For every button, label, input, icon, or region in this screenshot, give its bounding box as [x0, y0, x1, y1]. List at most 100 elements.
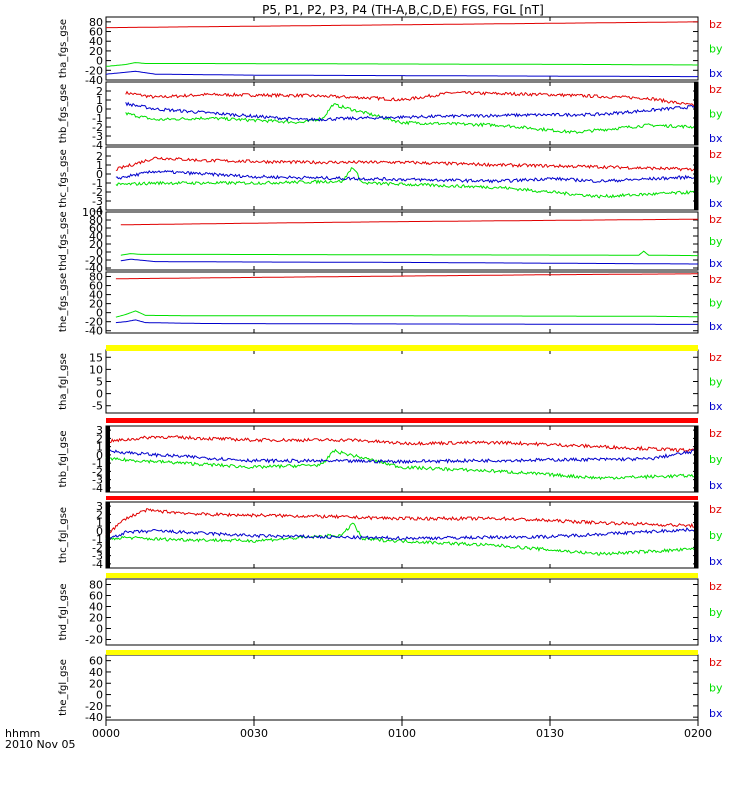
legend-bx: bx: [709, 67, 723, 80]
figure-title: P5, P1, P2, P3, P4 (TH-A,B,C,D,E) FGS, F…: [262, 3, 544, 17]
y-tick-label: -4: [92, 204, 103, 217]
y-tick-label: 0: [96, 449, 103, 462]
time-axis: hhmm 2010 Nov 05 0000 0030 0100 0130 0200: [5, 720, 712, 751]
y-tick-label: 80: [89, 579, 103, 592]
legend-bx: bx: [709, 320, 723, 333]
y-axis-label: the_fgl_gse: [58, 659, 69, 716]
y-tick-label: -4: [92, 482, 103, 495]
y-tick-label: -3: [92, 195, 103, 208]
y-tick-label: 15: [89, 351, 103, 364]
legend-by: by: [709, 297, 723, 310]
series-bx: [105, 448, 699, 465]
y-tick-label: -3: [92, 474, 103, 487]
panel-thc_fgs_gse: 210-1-2-3-4 thc_fgs_gse bz by bx: [58, 146, 723, 217]
y-tick-label: 40: [89, 666, 103, 679]
flag-bar: [106, 496, 698, 500]
y-tick-label: 1: [96, 159, 103, 172]
x-tick-label: 0100: [388, 727, 416, 740]
y-tick-label: -20: [85, 634, 103, 647]
y-tick-label: 5: [96, 376, 103, 389]
x-tick-label: 0030: [240, 727, 268, 740]
series-by: [115, 310, 698, 318]
y-tick-label: 20: [89, 677, 103, 690]
legend-bz: bz: [709, 148, 722, 161]
y-tick-label: -1: [92, 112, 103, 125]
y-tick-label: -1: [92, 177, 103, 190]
time-axis-label: hhmm: [5, 727, 40, 740]
y-tick-label: -3: [92, 550, 103, 563]
series-bz: [115, 156, 699, 172]
legend-by: by: [709, 453, 723, 466]
y-tick-label: 2: [96, 508, 103, 521]
y-tick-label: -20: [85, 254, 103, 267]
series-by: [105, 62, 698, 67]
y-tick-label: -20: [85, 700, 103, 713]
time-axis-date: 2010 Nov 05: [5, 738, 75, 751]
legend-bz: bz: [709, 213, 722, 226]
legend-bz: bz: [709, 18, 722, 31]
series-bx: [115, 319, 698, 325]
y-tick-label: 0: [96, 168, 103, 181]
y-tick-label: 40: [89, 289, 103, 302]
y-tick-label: 20: [89, 298, 103, 311]
y-tick-label: -2: [92, 465, 103, 478]
flag-bar: [106, 418, 698, 423]
y-tick-label: 80: [89, 214, 103, 227]
y-tick-label: 100: [82, 206, 103, 219]
flag-bar: [106, 650, 698, 655]
y-axis-label: thd_fgs_gse: [58, 211, 69, 270]
x-tick-label: 0200: [684, 727, 712, 740]
y-tick-label: 20: [89, 238, 103, 251]
y-tick-label: 60: [89, 280, 103, 293]
legend-bz: bz: [709, 427, 722, 440]
legend-by: by: [709, 108, 723, 121]
y-tick-label: -2: [92, 186, 103, 199]
legend-bz: bz: [709, 580, 722, 593]
y-axis-label: thd_fgl_gse: [58, 584, 69, 641]
y-tick-label: 1: [96, 94, 103, 107]
legend-bx: bx: [709, 479, 723, 492]
flag-bar: [106, 573, 698, 578]
series-bx: [125, 101, 699, 122]
y-tick-label: 0: [96, 103, 103, 116]
y-tick-label: -2: [92, 121, 103, 134]
panel-frame: [105, 146, 699, 211]
legend-bx: bx: [709, 132, 723, 145]
series-bx: [105, 70, 698, 78]
y-tick-label: -40: [85, 74, 103, 87]
y-axis-label: thb_fgl_gse: [58, 431, 69, 488]
legend-by: by: [709, 529, 723, 542]
legend-by: by: [709, 376, 723, 389]
y-tick-label: 20: [89, 612, 103, 625]
y-tick-label: -2: [92, 541, 103, 554]
series-by: [115, 167, 699, 199]
series-bx: [105, 527, 699, 541]
y-tick-label: 60: [89, 590, 103, 603]
y-tick-label: 0: [96, 388, 103, 401]
y-tick-label: 0: [96, 307, 103, 320]
series-bz: [115, 273, 698, 280]
y-tick-label: 40: [89, 601, 103, 614]
y-tick-label: 10: [89, 363, 103, 376]
edge-bar: [106, 502, 110, 568]
y-tick-label: -1: [92, 457, 103, 470]
legend-by: by: [709, 682, 723, 695]
panel-frame: [105, 501, 699, 569]
edge-bar: [694, 82, 698, 145]
edge-bar: [106, 426, 110, 492]
legend-by: by: [709, 43, 723, 56]
legend-bx: bx: [709, 632, 723, 645]
series-bz: [105, 508, 699, 536]
y-tick-label: 0: [96, 623, 103, 636]
series-by: [105, 448, 699, 481]
y-tick-label: 3: [96, 424, 103, 437]
legend-bx: bx: [709, 707, 723, 720]
y-tick-label: 0: [96, 525, 103, 538]
